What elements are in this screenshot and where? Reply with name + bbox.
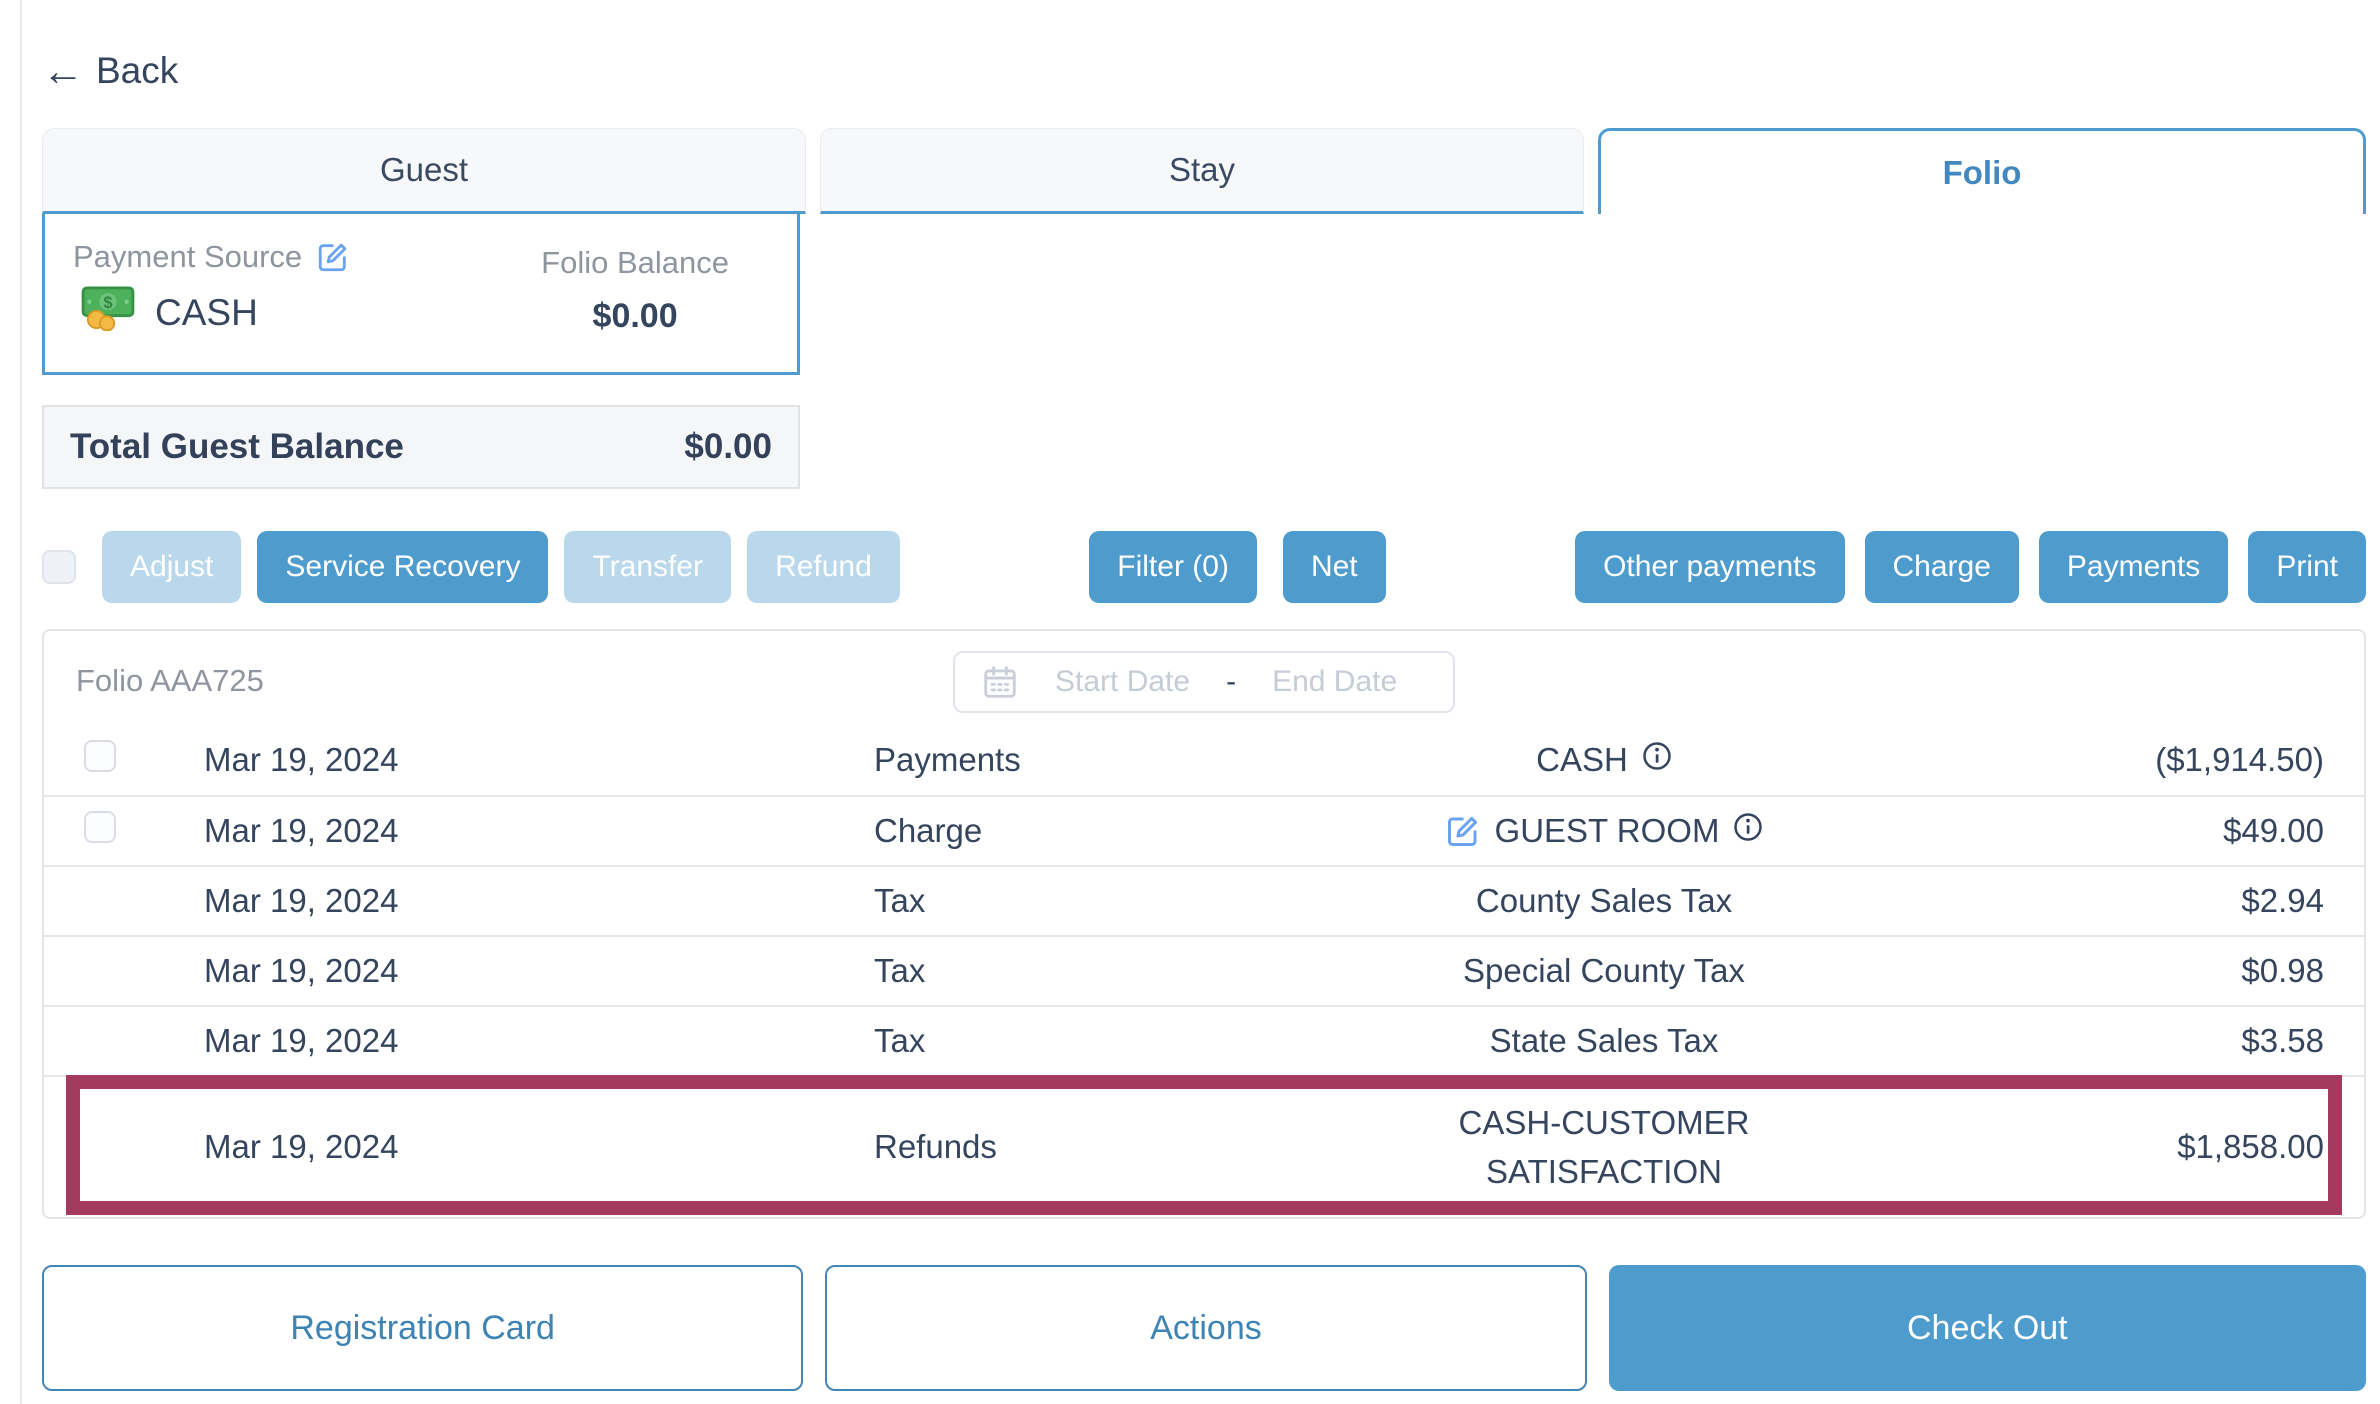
row-date: Mar 19, 2024	[204, 812, 399, 849]
registration-card-button[interactable]: Registration Card	[42, 1265, 804, 1391]
edit-icon[interactable]	[1445, 813, 1481, 849]
tab-folio[interactable]: Folio	[1598, 128, 2366, 214]
tab-guest-label: Guest	[379, 151, 469, 188]
payments-button[interactable]: Payments	[2038, 531, 2229, 603]
row-type: Tax	[874, 882, 926, 919]
folio-table-header: Folio AAA725 Start Date - End Date	[44, 631, 2364, 725]
row-description: CASH-CUSTOMER SATISFACTION	[1458, 1103, 1750, 1191]
row-amount: $3.58	[2241, 1022, 2324, 1059]
check-out-button[interactable]: Check Out	[1608, 1265, 2366, 1391]
tab-stay[interactable]: Stay	[820, 128, 1584, 214]
total-guest-balance-label: Total Guest Balance	[70, 427, 404, 466]
edit-payment-source-icon[interactable]	[316, 240, 350, 274]
tab-guest[interactable]: Guest	[42, 128, 806, 214]
print-button[interactable]: Print	[2248, 531, 2366, 603]
table-row: Mar 19, 2024 Tax County Sales Tax $2.94	[44, 865, 2364, 935]
date-range-separator: -	[1226, 665, 1237, 698]
payment-source-card: Payment Source $ CA	[42, 211, 800, 375]
row-amount: $0.98	[2241, 952, 2324, 989]
row-checkbox[interactable]	[84, 740, 116, 772]
row-description: State Sales Tax	[1489, 1022, 1719, 1059]
folio-toolbar: Adjust Service Recovery Transfer Refund Fil…	[42, 531, 2366, 603]
back-label: Back	[96, 50, 179, 91]
start-date-input[interactable]: Start Date	[1055, 665, 1191, 698]
row-type: Tax	[874, 1022, 926, 1059]
back-arrow-icon: ←	[42, 47, 84, 94]
row-type: Tax	[874, 952, 926, 989]
folio-balance-value: $0.00	[592, 297, 678, 335]
net-button[interactable]: Net	[1282, 531, 1386, 603]
row-type: Payments	[874, 741, 1021, 778]
row-description: GUEST ROOM	[1494, 812, 1720, 849]
tab-folio-label: Folio	[1942, 153, 2022, 191]
row-description: Special County Tax	[1463, 952, 1745, 989]
row-description: CASH	[1536, 741, 1628, 778]
row-amount: $1,858.00	[2177, 1128, 2324, 1165]
total-guest-balance-value: $0.00	[684, 427, 772, 466]
calendar-icon	[981, 663, 1019, 701]
row-date: Mar 19, 2024	[204, 1022, 399, 1059]
row-date: Mar 19, 2024	[204, 1128, 399, 1165]
table-row: Mar 19, 2024 Payments CASH ($1,914.50)	[44, 725, 2364, 795]
row-checkbox[interactable]	[84, 811, 116, 843]
payment-method-value: CASH	[155, 291, 258, 333]
transfer-button[interactable]: Transfer	[564, 531, 732, 603]
footer-actions: Registration Card Actions Check Out	[42, 1265, 2366, 1391]
folio-balance-label: Folio Balance	[541, 245, 729, 280]
svg-text:$: $	[103, 294, 112, 312]
row-amount: $2.94	[2241, 882, 2324, 919]
folio-table: Folio AAA725 Start Date - End Date	[42, 629, 2366, 1219]
toolbar-center-group: Filter (0) Net	[1089, 531, 1386, 603]
row-type: Refunds	[874, 1128, 997, 1165]
date-range-filter[interactable]: Start Date - End Date	[953, 651, 1455, 713]
table-row: Mar 19, 2024 Tax State Sales Tax $3.58	[44, 1005, 2364, 1075]
row-description: County Sales Tax	[1475, 882, 1733, 919]
row-amount: ($1,914.50)	[2155, 741, 2324, 778]
table-row: Mar 19, 2024 Charge GUEST ROOM $49.00	[44, 795, 2364, 865]
back-button[interactable]: ← Back	[42, 50, 178, 92]
payment-source-block: Payment Source $ CA	[73, 239, 350, 340]
row-type: Charge	[874, 812, 983, 849]
toolbar-left-group: Adjust Service Recovery Transfer Refund	[42, 531, 900, 603]
row-date: Mar 19, 2024	[204, 882, 399, 919]
tab-bar: Guest Stay Folio	[42, 128, 2366, 214]
charge-button[interactable]: Charge	[1864, 531, 2019, 603]
row-date: Mar 19, 2024	[204, 952, 399, 989]
folio-title: Folio AAA725	[76, 663, 264, 698]
row-amount: $49.00	[2223, 812, 2324, 849]
table-row: Mar 19, 2024 Tax Special County Tax $0.9…	[44, 935, 2364, 1005]
info-icon[interactable]	[1733, 812, 1763, 842]
adjust-button[interactable]: Adjust	[102, 531, 242, 603]
end-date-input[interactable]: End Date	[1272, 665, 1398, 698]
info-icon[interactable]	[1642, 741, 1672, 771]
table-row: Mar 19, 2024 Refunds CASH-CUSTOMER SATIS…	[44, 1075, 2364, 1217]
folio-balance-block: Folio Balance $0.00	[541, 239, 729, 340]
tab-stay-label: Stay	[1168, 151, 1236, 188]
folio-table-rows: Mar 19, 2024 Payments CASH ($1,914.50) M…	[44, 725, 2364, 1217]
folio-panel: ← Back Guest Stay Folio Payment Source	[42, 0, 2366, 1391]
other-payments-button[interactable]: Other payments	[1575, 531, 1845, 603]
service-recovery-button[interactable]: Service Recovery	[257, 531, 549, 603]
row-date: Mar 19, 2024	[204, 741, 399, 778]
actions-button[interactable]: Actions	[825, 1265, 1587, 1391]
total-guest-balance: Total Guest Balance $0.00	[42, 405, 800, 489]
refund-button[interactable]: Refund	[747, 531, 900, 603]
money-icon: $	[79, 285, 137, 340]
filter-0-button[interactable]: Filter (0)	[1089, 531, 1257, 603]
select-all-checkbox[interactable]	[42, 550, 76, 584]
payment-source-label: Payment Source	[73, 239, 303, 274]
toolbar-right-group: Other payments Charge Payments Print	[1575, 531, 2366, 603]
